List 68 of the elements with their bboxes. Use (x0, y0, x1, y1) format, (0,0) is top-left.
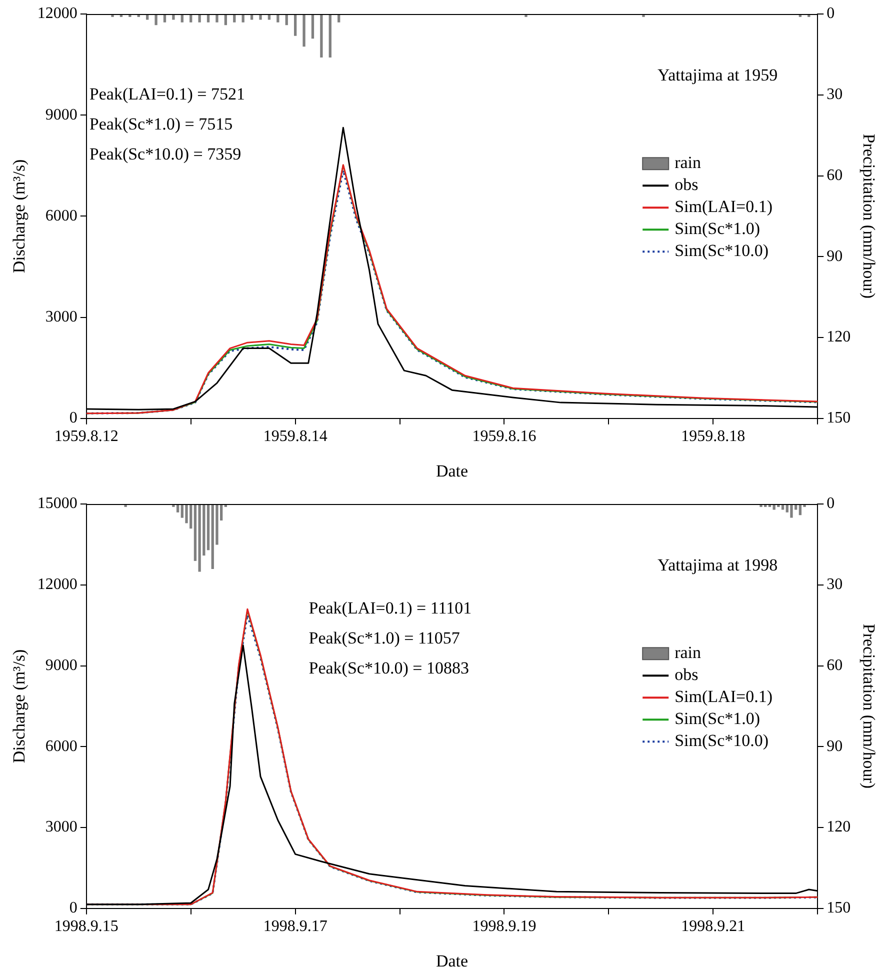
annotation: Yattajima at 1959 (657, 65, 778, 84)
x-tick-label: 1959.8.14 (263, 428, 328, 446)
legend-label: Sim(Sc*10.0) (674, 731, 769, 750)
x-tick-label: 1998.9.19 (472, 918, 536, 936)
x-tick-label: 1959.8.16 (472, 428, 536, 446)
y-tick-label: 0 (69, 900, 78, 917)
legend-label: Sim(Sc*1.0) (674, 219, 760, 238)
x-tick-label: 1998.9.15 (54, 918, 118, 936)
y2-tick-label: 120 (826, 328, 851, 346)
y-tick-label: 9000 (45, 106, 78, 124)
y2-tick-label: 120 (826, 818, 851, 836)
bar (172, 14, 175, 20)
legend-label: Sim(LAI=0.1) (674, 197, 772, 216)
y2-tick-label: 0 (826, 5, 835, 22)
x-tick-label: 1959.8.12 (54, 428, 118, 446)
bar (198, 504, 201, 572)
bar (206, 504, 210, 550)
y-tick-label: 6000 (45, 207, 78, 224)
bar (311, 14, 314, 39)
x-tick-label: 1959.8.18 (681, 428, 746, 446)
y-tick-label: 3000 (45, 308, 78, 326)
y-axis-title: Discharge (m³/s) (10, 649, 29, 764)
y2-tick-label: 30 (826, 86, 843, 104)
bar (320, 14, 323, 58)
y2-tick-label: 90 (826, 248, 843, 265)
annotation: Peak(Sc*10.0) = 10883 (308, 658, 469, 678)
annotation: Peak(Sc*1.0) = 11057 (308, 628, 460, 648)
x-tick-label: 1998.9.21 (681, 918, 746, 936)
x-axis-title: Date (436, 461, 468, 480)
annotation: Peak(LAI=0.1) = 7521 (89, 84, 246, 104)
y-tick-label: 12000 (37, 576, 78, 594)
y-tick-label: 0 (69, 410, 78, 427)
legend-label: rain (674, 153, 702, 172)
y2-tick-label: 150 (826, 900, 851, 917)
bar (198, 14, 201, 22)
legend-label: obs (674, 175, 698, 194)
y-tick-label: 12000 (37, 5, 78, 22)
bar (154, 14, 158, 26)
y-axis-title: Discharge (m³/s) (10, 159, 29, 274)
legend-label: Sim(LAI=0.1) (674, 687, 772, 706)
y2-tick-label: 150 (826, 410, 851, 427)
y2-tick-label: 60 (826, 656, 843, 674)
y-tick-label: 3000 (45, 818, 78, 836)
bar (302, 14, 306, 47)
y2-axis-title: Precipitation (mm/hour) (859, 624, 878, 789)
annotation: Peak(Sc*1.0) = 7515 (89, 114, 233, 134)
legend-label: Sim(Sc*10.0) (674, 241, 769, 260)
y2-tick-label: 60 (826, 166, 843, 184)
bar (328, 14, 332, 58)
legend-label: obs (674, 665, 698, 684)
annotation: Peak(LAI=0.1) = 11101 (308, 598, 472, 618)
x-tick-label: 1998.9.17 (263, 918, 328, 936)
y-tick-label: 9000 (45, 656, 78, 674)
legend-label: rain (674, 643, 702, 662)
bar (259, 14, 262, 20)
x-axis-title: Date (436, 951, 468, 970)
annotation: Yattajima at 1998 (657, 555, 778, 574)
bar (294, 14, 297, 36)
y2-axis-title: Precipitation (mm/hour) (859, 134, 878, 299)
y-tick-label: 6000 (45, 738, 78, 755)
bar (790, 504, 793, 518)
y2-tick-label: 90 (826, 738, 843, 755)
legend-label: Sim(Sc*1.0) (674, 709, 760, 728)
y2-tick-label: 0 (826, 495, 835, 512)
annotation: Peak(Sc*10.0) = 7359 (89, 144, 242, 164)
y2-tick-label: 30 (826, 576, 843, 594)
bar (216, 14, 218, 22)
y-tick-label: 15000 (37, 495, 78, 512)
